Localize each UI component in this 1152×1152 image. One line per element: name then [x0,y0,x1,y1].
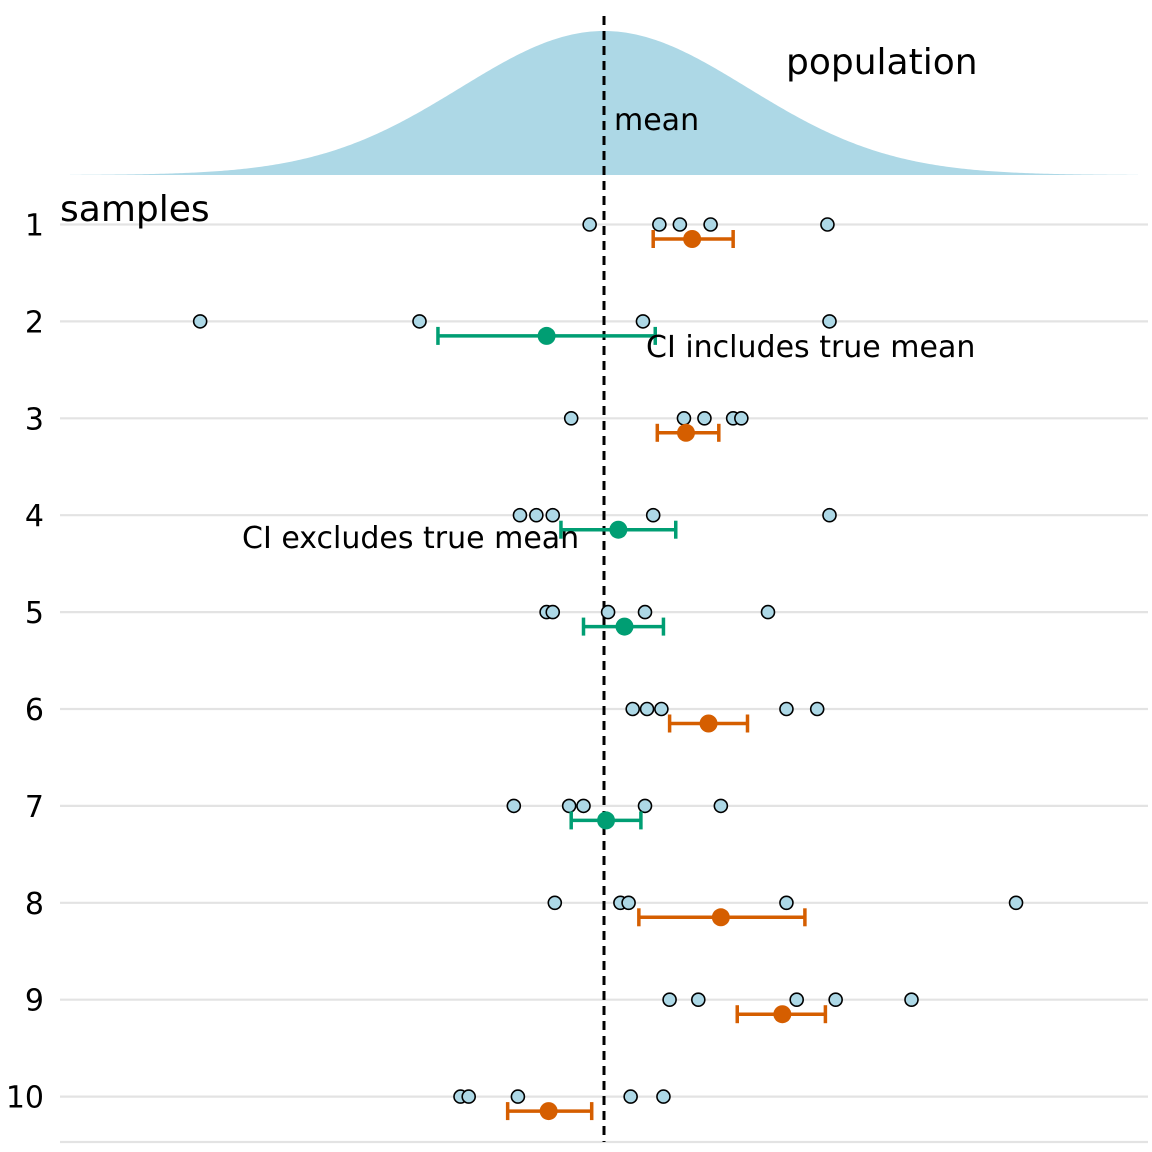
sample-point [582,217,597,232]
sample-point [545,604,561,620]
sample-point [561,798,577,814]
sample-point [547,895,563,911]
samples-label: samples [60,189,210,230]
sample-mean-point [773,1005,792,1024]
sample-5 [539,604,776,636]
sample-7 [506,798,729,830]
y-tick-label: 10 [6,1081,44,1116]
y-tick-label: 3 [25,402,44,437]
sample-point [1008,895,1024,911]
sample-point [734,410,749,426]
sample-point [529,507,544,523]
sample-point [545,507,561,523]
y-tick-label: 1 [25,209,44,244]
sample-point [656,1089,671,1104]
sample-point [662,992,677,1008]
population-density-curve [70,31,1138,175]
y-tick-label: 2 [25,305,44,340]
population-label: population [786,42,978,83]
sample-mean-point [677,423,695,442]
sample-point [822,314,837,329]
sample-point [652,217,667,232]
sample-mean-point [609,520,628,539]
sample-3 [563,410,749,442]
sample-point [600,604,616,620]
sample-point [637,798,653,814]
sample-point [809,701,825,717]
annotation-excludes-true-mean: CI excludes true mean [242,521,579,556]
sample-point [637,604,653,620]
sample-point [576,798,591,814]
sample-point [822,507,837,523]
sample-point [510,1089,526,1104]
sample-point [192,314,208,329]
sample-point [697,410,712,426]
sample-point [635,314,651,329]
sample-point [779,701,794,717]
sample-mean-point [615,617,634,636]
sample-point [654,701,669,717]
sample-point [760,604,776,620]
sample-mean-point [683,230,702,248]
y-tick-label: 4 [25,499,44,534]
sample-point [621,895,636,911]
sample-point [412,314,427,329]
sample-point [512,507,528,523]
y-tick-label: 5 [25,596,44,631]
sample-point [639,701,655,717]
sample-point [623,1089,638,1104]
sample-point [672,217,688,232]
sample-6 [625,701,825,733]
sample-mean-point [711,908,730,927]
sample-mean-point [597,811,616,830]
sample-8 [547,895,1024,927]
sample-point [820,217,835,232]
sample-point [703,217,718,232]
sample-point [506,798,522,814]
sample-point [676,410,692,426]
y-tick-label: 9 [25,984,44,1019]
sample-point [690,992,706,1008]
sample-1 [582,217,835,248]
sample-gridlines: 1 2 3 4 5 6 7 8 9 10 [6,209,1148,1144]
sample-4 [512,507,837,539]
sample-10 [453,1089,671,1121]
sample-point [828,992,843,1008]
sample-mean-point [537,326,556,345]
sample-point [645,507,661,523]
sample-9 [662,992,919,1024]
sample-2 [192,314,837,345]
sample-point [779,895,794,911]
sample-point [461,1089,477,1104]
sample-point [789,992,805,1008]
sample-point [625,701,641,717]
sample-mean-point [539,1102,558,1121]
sample-point [563,410,579,426]
mean-label: mean [614,103,699,138]
sample-point [713,798,729,814]
y-tick-label: 8 [25,887,44,922]
sample-mean-point [699,714,718,733]
sample-point [904,992,919,1008]
annotation-includes-true-mean: CI includes true mean [646,330,975,365]
y-tick-label: 6 [25,693,44,728]
samples-layer [192,217,1024,1121]
y-tick-label: 7 [25,790,44,825]
